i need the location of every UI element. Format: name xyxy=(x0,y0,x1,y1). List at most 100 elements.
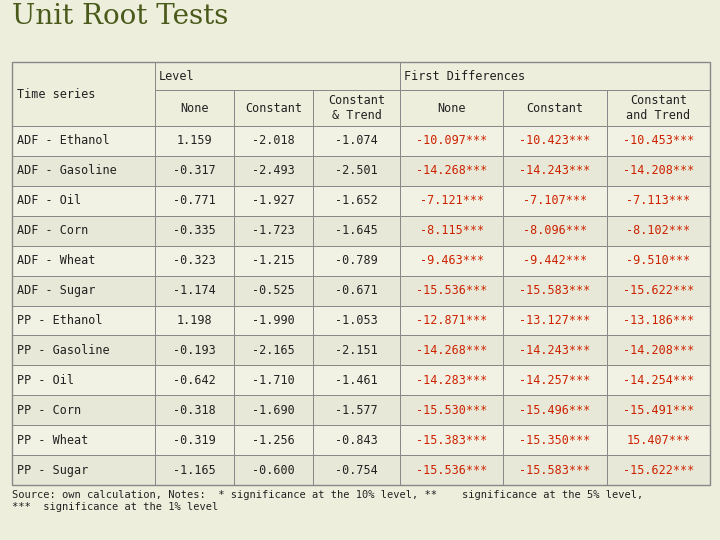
Bar xyxy=(400,335,503,366)
Text: ADF - Gasoline: ADF - Gasoline xyxy=(17,164,117,177)
Bar xyxy=(503,395,607,425)
Bar xyxy=(607,156,710,186)
Bar xyxy=(607,186,710,216)
Bar xyxy=(503,186,607,216)
Bar xyxy=(234,90,312,126)
Bar xyxy=(607,395,710,425)
Text: -7.113***: -7.113*** xyxy=(626,194,690,207)
Text: -1.174: -1.174 xyxy=(173,284,216,297)
Bar xyxy=(400,186,503,216)
Bar xyxy=(312,246,400,275)
Text: PP - Gasoline: PP - Gasoline xyxy=(17,344,109,357)
Bar xyxy=(400,90,503,126)
Text: -1.165: -1.165 xyxy=(173,463,216,476)
Text: -10.453***: -10.453*** xyxy=(623,134,694,147)
Text: -13.186***: -13.186*** xyxy=(623,314,694,327)
Text: -14.283***: -14.283*** xyxy=(416,374,487,387)
Bar xyxy=(155,366,234,395)
Text: -0.671: -0.671 xyxy=(335,284,378,297)
Bar xyxy=(503,246,607,275)
Text: -2.493: -2.493 xyxy=(252,164,294,177)
Text: -9.463***: -9.463*** xyxy=(420,254,484,267)
Bar xyxy=(400,126,503,156)
Text: -14.268***: -14.268*** xyxy=(416,344,487,357)
Bar xyxy=(12,395,155,425)
Bar xyxy=(312,425,400,455)
Text: -0.789: -0.789 xyxy=(335,254,378,267)
Bar xyxy=(155,246,234,275)
Bar xyxy=(234,275,312,306)
Bar xyxy=(400,62,710,90)
Text: -1.256: -1.256 xyxy=(252,434,294,447)
Bar xyxy=(400,246,503,275)
Text: -0.771: -0.771 xyxy=(173,194,216,207)
Bar xyxy=(503,306,607,335)
Bar xyxy=(503,425,607,455)
Text: -9.442***: -9.442*** xyxy=(523,254,587,267)
Text: -1.690: -1.690 xyxy=(252,404,294,417)
Bar xyxy=(234,425,312,455)
Bar xyxy=(312,216,400,246)
Bar xyxy=(503,216,607,246)
Text: -1.577: -1.577 xyxy=(335,404,378,417)
Bar xyxy=(312,366,400,395)
Bar xyxy=(155,335,234,366)
Text: -1.652: -1.652 xyxy=(335,194,378,207)
Text: -8.096***: -8.096*** xyxy=(523,224,587,237)
Text: -0.317: -0.317 xyxy=(173,164,216,177)
Bar xyxy=(400,306,503,335)
Bar xyxy=(234,335,312,366)
Text: -0.754: -0.754 xyxy=(335,463,378,476)
Text: -1.074: -1.074 xyxy=(335,134,378,147)
Bar xyxy=(155,156,234,186)
Text: -15.530***: -15.530*** xyxy=(416,404,487,417)
Text: -14.243***: -14.243*** xyxy=(519,344,590,357)
Bar xyxy=(503,156,607,186)
Text: PP - Corn: PP - Corn xyxy=(17,404,81,417)
Bar xyxy=(234,186,312,216)
Text: First Differences: First Differences xyxy=(404,70,525,83)
Text: -8.115***: -8.115*** xyxy=(420,224,484,237)
Text: -12.871***: -12.871*** xyxy=(416,314,487,327)
Text: -15.536***: -15.536*** xyxy=(416,284,487,297)
Text: -14.208***: -14.208*** xyxy=(623,164,694,177)
Text: None: None xyxy=(438,102,466,114)
Bar xyxy=(607,425,710,455)
Bar xyxy=(234,126,312,156)
Text: -0.843: -0.843 xyxy=(335,434,378,447)
Text: 15.407***: 15.407*** xyxy=(626,434,690,447)
Bar xyxy=(400,216,503,246)
Text: -10.097***: -10.097*** xyxy=(416,134,487,147)
Text: 1.198: 1.198 xyxy=(176,314,212,327)
Text: -2.018: -2.018 xyxy=(252,134,294,147)
Bar xyxy=(503,90,607,126)
Bar xyxy=(155,455,234,485)
Text: -15.622***: -15.622*** xyxy=(623,284,694,297)
Text: -15.583***: -15.583*** xyxy=(519,284,590,297)
Bar xyxy=(503,275,607,306)
Text: -2.165: -2.165 xyxy=(252,344,294,357)
Bar xyxy=(312,455,400,485)
Text: -1.053: -1.053 xyxy=(335,314,378,327)
Bar xyxy=(607,306,710,335)
Bar xyxy=(607,275,710,306)
Text: -1.215: -1.215 xyxy=(252,254,294,267)
Text: Constant
& Trend: Constant & Trend xyxy=(328,94,385,122)
Bar xyxy=(12,156,155,186)
Bar xyxy=(234,366,312,395)
Text: ADF - Sugar: ADF - Sugar xyxy=(17,284,95,297)
Bar xyxy=(234,156,312,186)
Bar xyxy=(234,216,312,246)
Bar xyxy=(607,246,710,275)
Bar xyxy=(234,306,312,335)
Bar xyxy=(312,275,400,306)
Text: -1.927: -1.927 xyxy=(252,194,294,207)
Bar xyxy=(607,335,710,366)
Bar xyxy=(155,126,234,156)
Text: -14.257***: -14.257*** xyxy=(519,374,590,387)
Bar xyxy=(155,186,234,216)
Text: Source: own calculation, Notes:  * significance at the 10% level, **    signific: Source: own calculation, Notes: * signif… xyxy=(12,490,643,511)
Text: -14.254***: -14.254*** xyxy=(623,374,694,387)
Bar xyxy=(312,126,400,156)
Bar xyxy=(400,156,503,186)
